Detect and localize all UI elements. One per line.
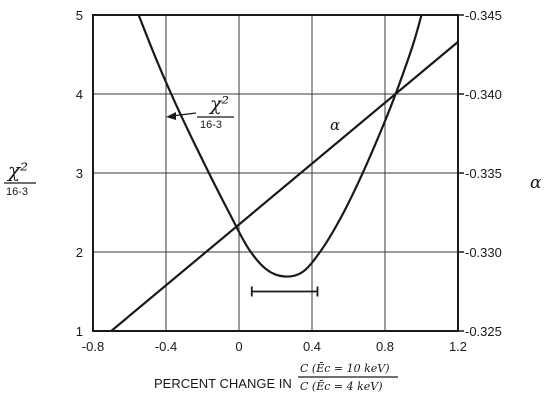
alpha-annotation: α: [330, 116, 340, 134]
y-left-label: χ² 16-3: [4, 158, 36, 198]
plot-frame: [92, 14, 459, 332]
chi-annotation-text: χ²: [208, 93, 229, 115]
y-right-tick-label: -0.325: [465, 324, 502, 339]
y-left-ticks: 1 2 3 4 5: [76, 8, 83, 339]
y-left-tick-label: 5: [76, 8, 83, 23]
y-right-ticks: -0.325 -0.330 -0.335 -0.340 -0.345: [458, 8, 502, 339]
x-tick-label: 0.8: [376, 339, 394, 354]
svg-text:16-3: 16-3: [6, 186, 28, 198]
x-tick-label: -0.8: [82, 339, 104, 354]
x-axis-label-text: PERCENT CHANGE IN: [154, 376, 292, 391]
x-axis-label-numerator: C (Ēc = 10 keV): [300, 362, 390, 375]
x-tick-label: 0: [235, 339, 242, 354]
alpha-line: [110, 41, 459, 332]
y-left-tick-label: 2: [76, 245, 83, 260]
y-right-tick-label: -0.335: [465, 166, 502, 181]
grid: [93, 15, 458, 331]
chi-annotation: χ² 16-3: [166, 93, 234, 131]
y-right-tick-label: -0.340: [465, 87, 502, 102]
x-tick-label: 0.4: [303, 339, 321, 354]
y-left-tick-label: 3: [76, 166, 83, 181]
x-tick-label: 1.2: [449, 339, 467, 354]
y-left-tick-label: 4: [76, 87, 83, 102]
y-right-tick-label: -0.330: [465, 245, 502, 260]
svg-text:χ²: χ²: [6, 158, 28, 182]
y-left-tick-label: 1: [76, 324, 83, 339]
x-axis-label-denominator: C (Ēc = 4 keV): [300, 380, 383, 393]
y-right-tick-label: -0.345: [465, 8, 502, 23]
chi-square-curve: [137, 14, 423, 278]
y-right-label: α: [530, 173, 542, 193]
x-axis-label: PERCENT CHANGE IN C (Ēc = 10 keV) C (Ēc …: [154, 362, 398, 393]
error-bar: [250, 286, 319, 297]
x-ticks: -0.8 -0.4 0 0.4 0.8 1.2: [82, 339, 467, 354]
x-tick-label: -0.4: [155, 339, 177, 354]
chi-annotation-sub: 16-3: [200, 119, 222, 131]
